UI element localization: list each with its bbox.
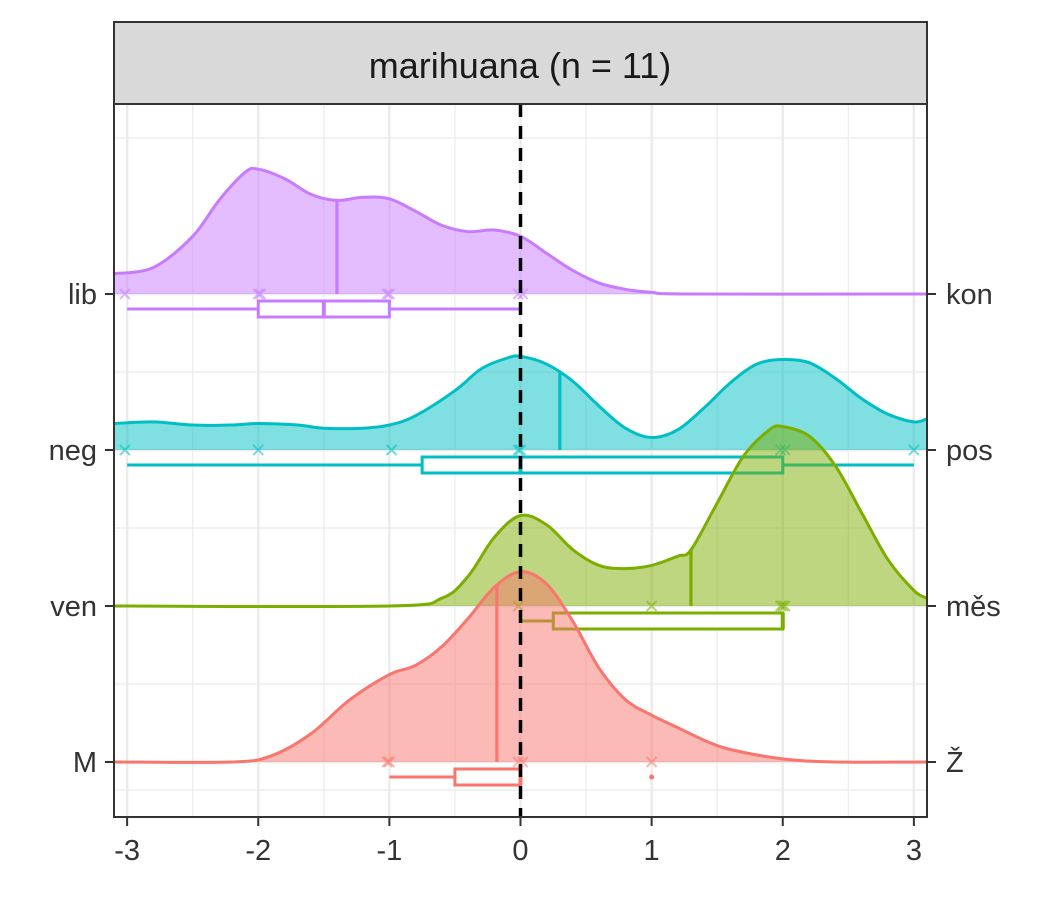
data-point [383,756,396,768]
data-point [779,600,791,612]
density-curve [113,166,928,296]
data-point [777,600,789,612]
y-tick-label-right: Ž [946,746,964,779]
data-point [252,288,264,300]
density-curve [113,424,928,609]
axes: -3 -2 -1 0 1 2 3 lib kon neg pos ven měs M Ž [49,279,1001,867]
data-point [119,288,131,300]
x-tick-label: -2 [245,835,271,867]
box [453,767,522,787]
density-curve [113,354,928,440]
data-point [383,288,396,300]
series-ven [113,424,928,631]
series-M [113,570,928,787]
box [551,611,785,631]
y-tick-label-right: pos [946,435,993,467]
x-tick-label: 1 [644,835,660,867]
y-tick-label-right: měs [946,591,1001,623]
y-tick-label-left: M [73,747,97,779]
x-tick-label: 2 [775,835,791,867]
data-point [381,756,393,768]
data-point [645,600,658,612]
outlier-point [649,774,655,780]
y-tick-label-left: neg [49,435,97,467]
facet-strip-title: marihuana (n = 11) [369,45,672,86]
series-lib [113,166,928,319]
data-point [514,444,527,456]
data-point [774,600,787,612]
x-tick-label: -1 [376,835,402,867]
x-tick-label: -3 [114,835,140,867]
data-point [254,288,267,300]
x-tick-label: 0 [512,835,528,867]
density-curve [113,570,928,764]
y-tick-label-right: kon [946,279,993,311]
facet-strip [113,21,928,105]
density-area [114,168,927,295]
data-point [385,444,398,456]
data-point [908,444,920,456]
y-tick-label-left: lib [68,279,97,311]
x-tick-label: 3 [906,835,922,867]
data-point [252,444,264,456]
box [420,455,785,475]
y-tick-label-left: ven [50,591,97,623]
data-point [119,444,131,456]
density-area [114,571,927,763]
data-point [645,756,658,768]
data-point [381,288,393,300]
